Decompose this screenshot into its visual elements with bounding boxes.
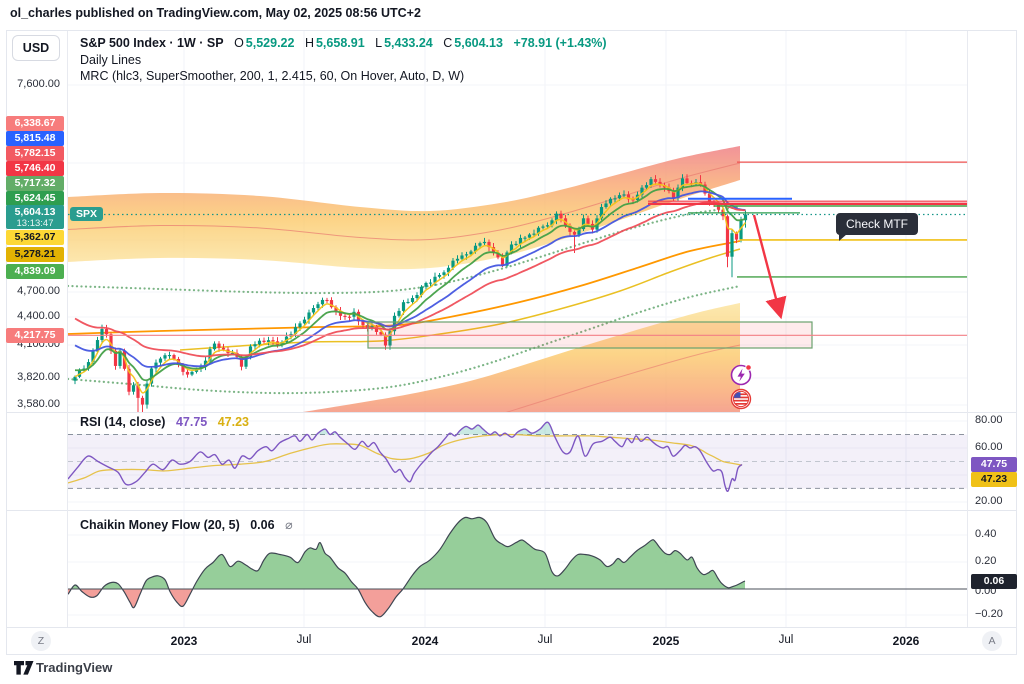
- price-badge: 5,604.13 13:13:47: [6, 205, 64, 229]
- time-axis-label[interactable]: 2026: [892, 634, 920, 648]
- spx-label-badge: SPX: [70, 207, 104, 221]
- scroll-right-button[interactable]: A: [982, 631, 1002, 651]
- cmf-value-badge: 0.06: [971, 574, 1017, 589]
- cmf-positive-area: [68, 517, 745, 589]
- cmf-line: [67, 516, 746, 618]
- publish-line: ol_charles published on TradingView.com,…: [10, 6, 421, 20]
- mrc-centerline: [68, 240, 741, 335]
- cmf-title: Chaikin Money Flow (20, 5): [80, 518, 240, 532]
- change-value: +78.91 (+1.43%): [513, 36, 607, 50]
- rsi-legend[interactable]: RSI (14, close) 47.75 47.23: [80, 415, 249, 429]
- chart-badge-icons: [730, 364, 752, 410]
- legend: S&P 500 Index · 1W · SP O 5,529.22 H 5,658…: [80, 35, 607, 85]
- cmf-value: 0.06: [250, 518, 275, 532]
- chart-card-border: [6, 30, 1017, 655]
- moving-averages: [74, 182, 747, 394]
- price-badge: 4,839.09: [6, 263, 64, 279]
- high-value: 5,658.91: [315, 36, 365, 50]
- price-axis-label: 7,600.00: [17, 78, 60, 90]
- price-badge: 5,782.15: [6, 145, 64, 161]
- tradingview-brand[interactable]: TradingView: [36, 660, 113, 675]
- indicator-axis-label: −0.20: [975, 608, 1003, 620]
- close-value: 5,604.13: [454, 36, 503, 50]
- open-value: 5,529.22: [245, 36, 295, 50]
- time-axis-label[interactable]: 2025: [652, 634, 680, 648]
- price-axis-label: 3,580.00: [17, 398, 60, 410]
- price-axis-label: 4,700.00: [17, 285, 60, 297]
- time-axis-label[interactable]: 2024: [411, 634, 439, 648]
- tooltip-tail-icon: [839, 234, 847, 241]
- price-badge: 4,217.75: [6, 327, 64, 343]
- legend-daily-lines-row[interactable]: Daily Lines: [80, 52, 607, 69]
- indicator-axis-label: 20.00: [975, 495, 1003, 507]
- ema-4: [74, 182, 747, 394]
- low-value: 5,433.24: [384, 36, 433, 50]
- rsi-ma-value: 47.23: [217, 415, 249, 429]
- mrc-dotted-lower: [68, 284, 742, 395]
- down-arrow-drawing: [752, 214, 787, 320]
- ema-9: [74, 184, 746, 382]
- legend-mrc-row[interactable]: MRC (hlc3, SuperSmoother, 200, 1, 2.415,…: [80, 68, 607, 85]
- price-axis-label: 4,400.00: [17, 310, 60, 322]
- ema-36: [74, 201, 746, 358]
- daily-lines-title: Daily Lines: [80, 52, 142, 67]
- cmf-zero-icon: ⌀: [285, 518, 293, 532]
- rsi-value-badge: 47.23: [971, 472, 1017, 487]
- price-badge: 6,338.67: [6, 115, 64, 131]
- price-badge: 5,278.21: [6, 246, 64, 262]
- tradingview-logo-icon[interactable]: [14, 661, 34, 676]
- price-badge: 5,362.07: [6, 229, 64, 245]
- time-axis-label[interactable]: Jul: [537, 634, 553, 646]
- scroll-left-button[interactable]: Z: [31, 631, 51, 651]
- time-axis-label[interactable]: Jul: [778, 634, 794, 646]
- ema-20: [74, 190, 746, 368]
- rsi-value: 47.75: [175, 415, 208, 429]
- price-badge: 5,746.40: [6, 160, 64, 176]
- symbol-title: S&P 500 Index · 1W · SP: [80, 36, 224, 50]
- price-badge: 5,624.45: [6, 190, 64, 206]
- time-axis-label[interactable]: Jul: [296, 634, 312, 646]
- mrc-title: MRC (hlc3, SuperSmoother, 200, 1, 2.415,…: [80, 69, 465, 83]
- check-mtf-note[interactable]: Check MTF: [836, 213, 919, 241]
- price-axis-label: 3,820.00: [17, 371, 60, 383]
- indicator-axis-label: 0.20: [975, 555, 997, 567]
- currency-button[interactable]: USD: [12, 35, 60, 61]
- rsi-line: [67, 421, 743, 493]
- rsi-ma-line: [67, 433, 743, 484]
- time-axis-label[interactable]: 2023: [170, 634, 198, 648]
- price-badge: 5,717.32: [6, 175, 64, 191]
- rsi-value-badge: 47.75: [971, 457, 1017, 472]
- cmf-negative-area: [68, 589, 745, 617]
- indicator-axis-label: 80.00: [975, 414, 1003, 426]
- indicator-axis-label: 0.40: [975, 528, 997, 540]
- legend-symbol-row[interactable]: S&P 500 Index · 1W · SP O 5,529.22 H 5,658…: [80, 36, 607, 50]
- price-badge: 5,815.48: [6, 130, 64, 146]
- indicator-axis-label: 60.00: [975, 441, 1003, 453]
- rsi-title: RSI (14, close): [80, 415, 166, 429]
- cmf-legend[interactable]: Chaikin Money Flow (20, 5) 0.06 ⌀: [80, 517, 293, 532]
